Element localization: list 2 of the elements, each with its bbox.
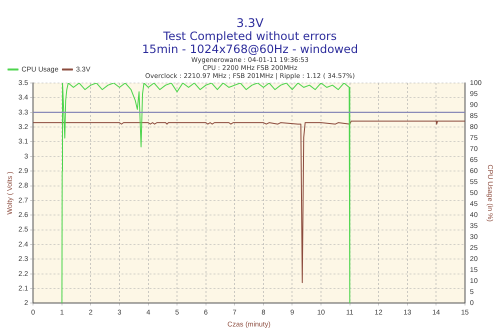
chart-subtitle: Test Completed without errors 15min - 1024x768@60Hz - windowed [140,29,360,56]
chart-title: 3.3V [235,16,265,30]
